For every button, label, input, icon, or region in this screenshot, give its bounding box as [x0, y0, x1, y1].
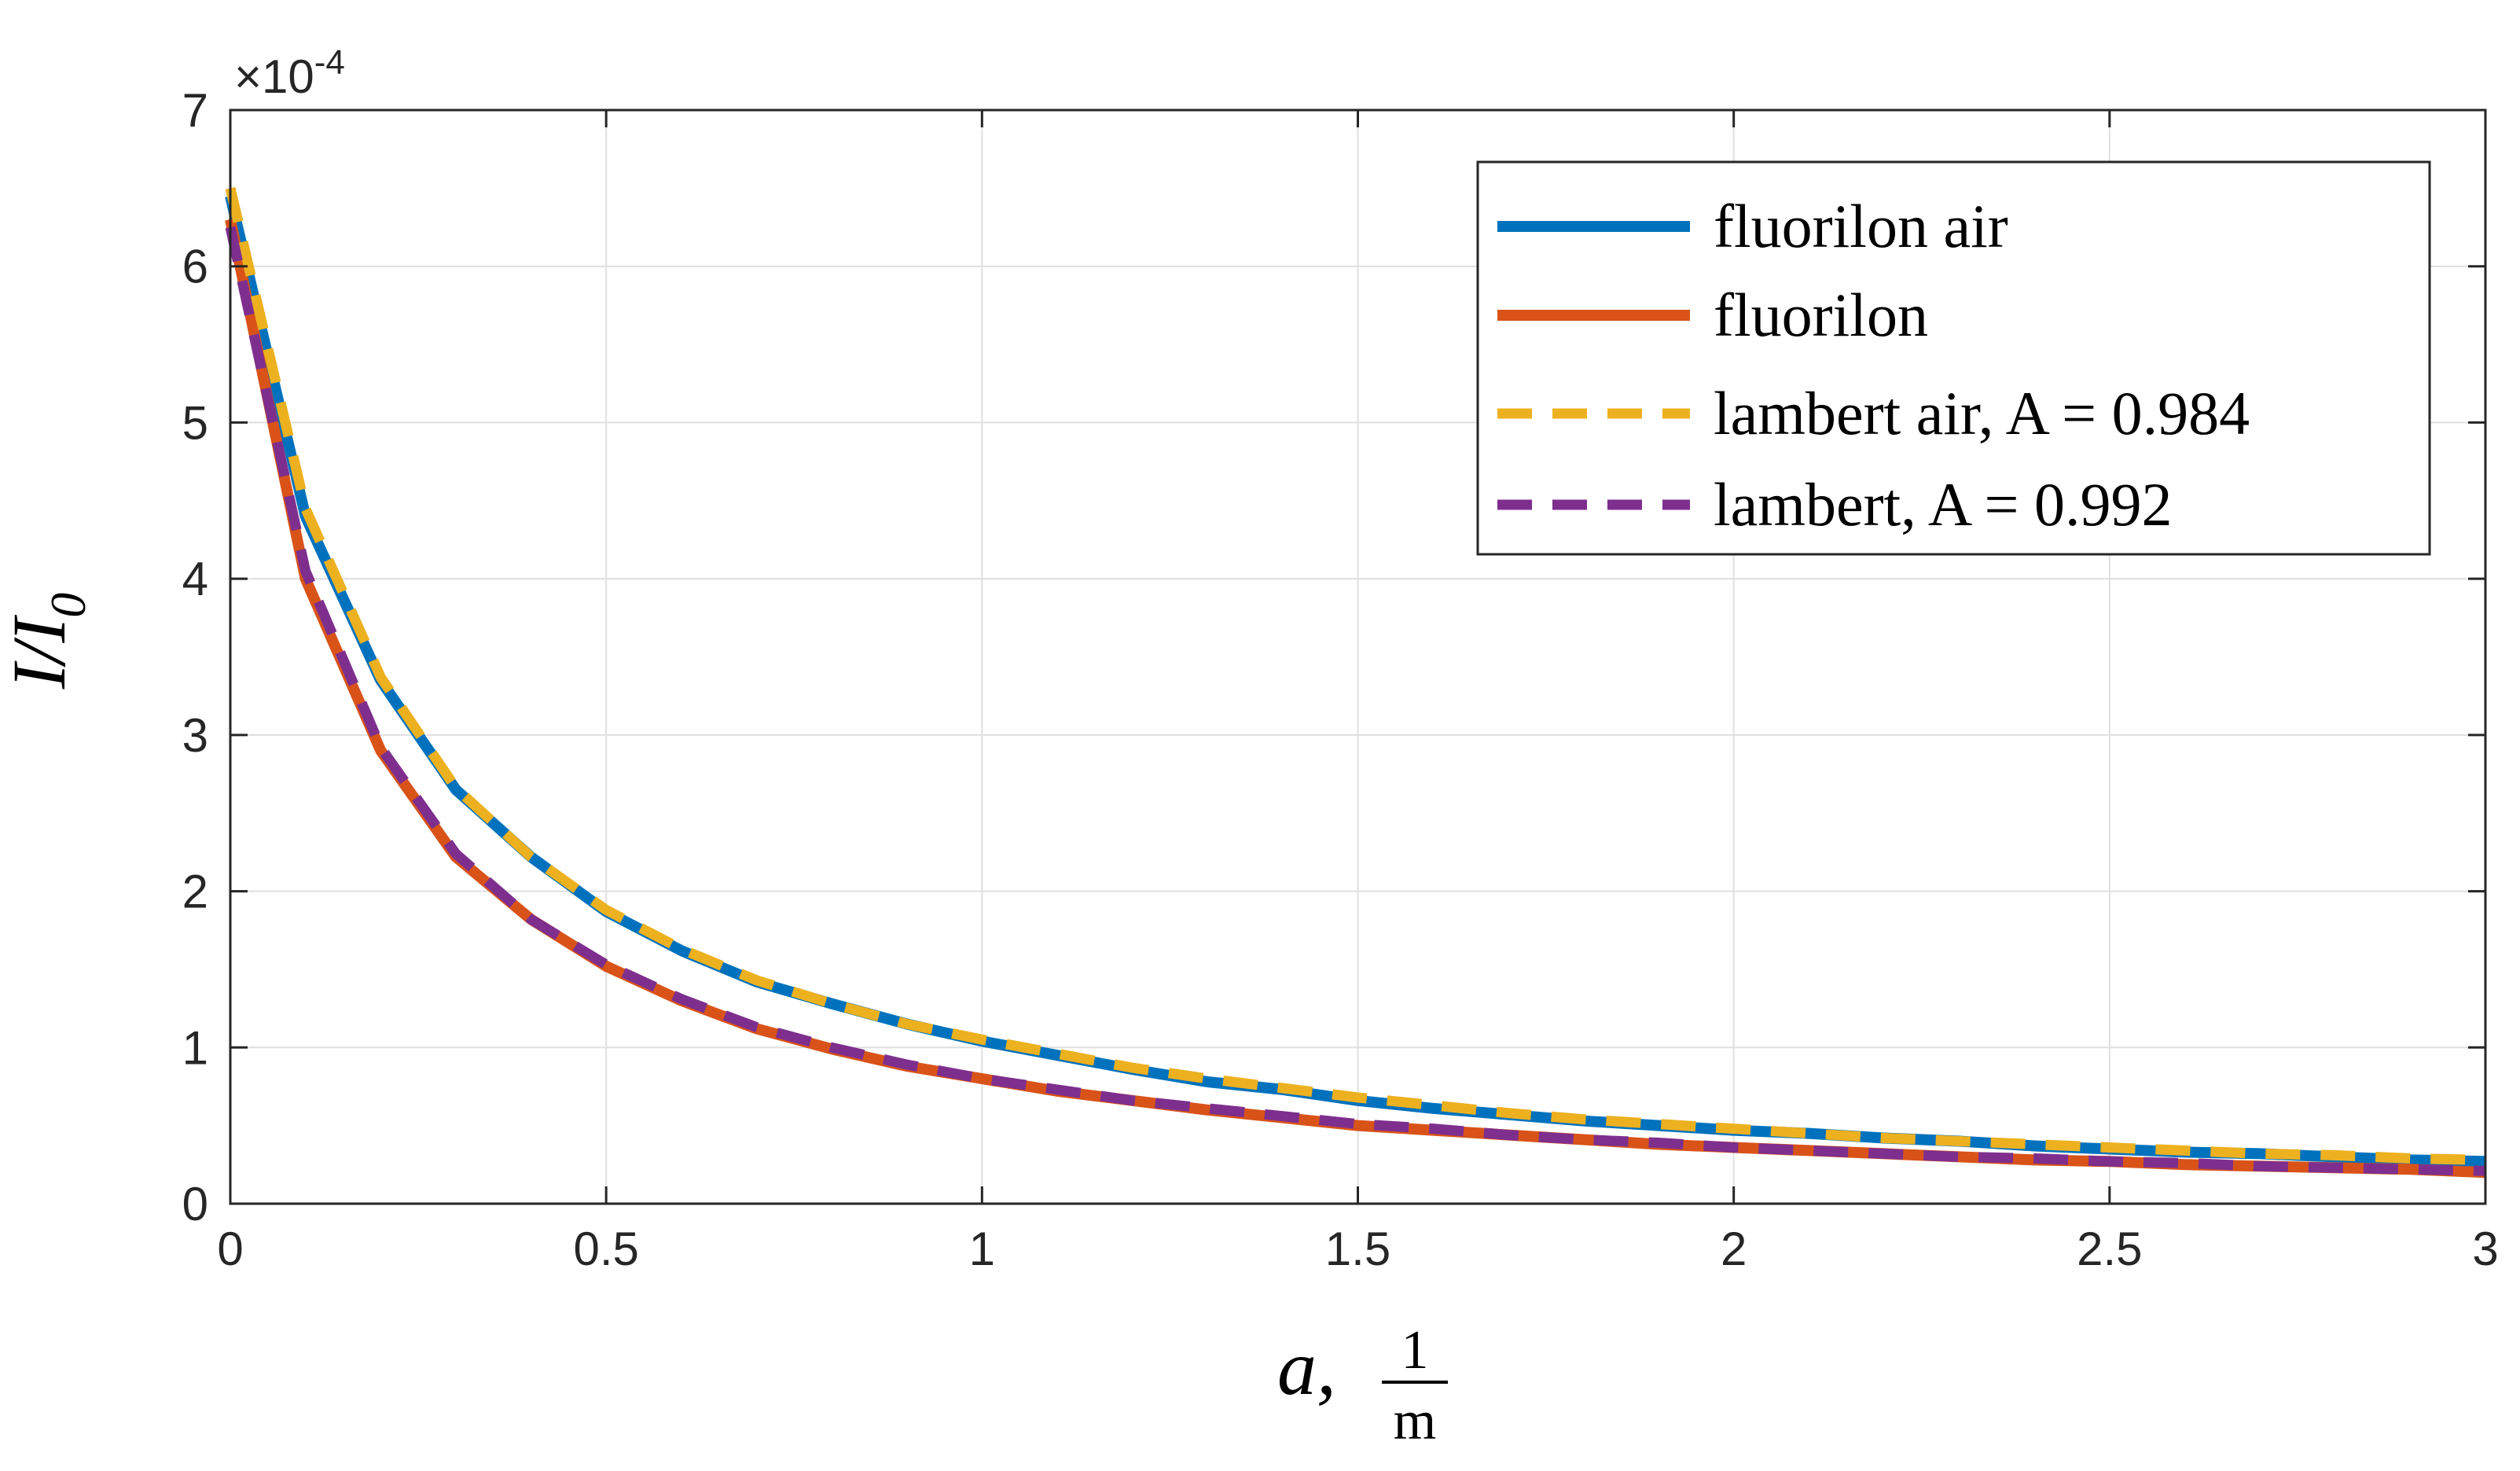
legend-label-lambert-air-a-0-984: lambert air, A = 0.984 — [1714, 379, 2250, 447]
y-multiplier: ×10-4 — [234, 43, 345, 103]
y-tick-label: 0 — [182, 1178, 208, 1230]
y-tick-label: 4 — [182, 553, 208, 605]
x-tick-label: 0.5 — [573, 1223, 638, 1275]
x-tick-label: 1 — [969, 1223, 995, 1275]
y-label-main: I/I — [0, 615, 81, 690]
x-label-unit-numerator: 1 — [1401, 1320, 1429, 1381]
legend-label-fluorilon: fluorilon — [1714, 281, 1928, 349]
x-tick-label: 2.5 — [2077, 1223, 2142, 1275]
y-tick-label: 7 — [182, 84, 208, 137]
y-label-subscript: 0 — [40, 593, 96, 618]
y-tick-label: 3 — [182, 709, 208, 762]
tick-labels: 0 0.5 1 1.5 2 2.5 3 0 1 2 3 4 5 6 7 — [182, 84, 2499, 1275]
x-label-unit-denominator: m — [1394, 1391, 1436, 1451]
legend-label-lambert-a-0-992: lambert, A = 0.992 — [1714, 470, 2172, 539]
series-group — [225, 186, 2486, 1179]
y-tick-label: 1 — [182, 1021, 208, 1074]
series-line-lambert-a-0-992 — [225, 226, 2486, 1176]
svg-text:I/I0: I/I0 — [0, 593, 96, 690]
y-tick-label: 5 — [182, 396, 208, 449]
legend-label-fluorilon-air: fluorilon air — [1714, 192, 2008, 260]
y-axis-label: I/I0 — [0, 593, 96, 690]
y-tick-label: 2 — [182, 866, 208, 918]
axes — [229, 108, 2487, 1205]
series-line-lambert-air-a-0-984 — [225, 186, 2486, 1165]
x-tick-label: 2 — [1721, 1223, 1747, 1275]
legend: fluorilon air fluorilon lambert air, A = 0… — [1476, 160, 2431, 556]
x-tick-label: 0 — [217, 1223, 243, 1275]
x-tick-label: 1.5 — [1325, 1223, 1390, 1275]
x-label-symbol: a, — [1277, 1324, 1336, 1411]
x-tick-label: 3 — [2472, 1223, 2498, 1275]
y-tick-label: 6 — [182, 241, 208, 293]
x-axis-label: a, 1 m — [1277, 1320, 1448, 1451]
